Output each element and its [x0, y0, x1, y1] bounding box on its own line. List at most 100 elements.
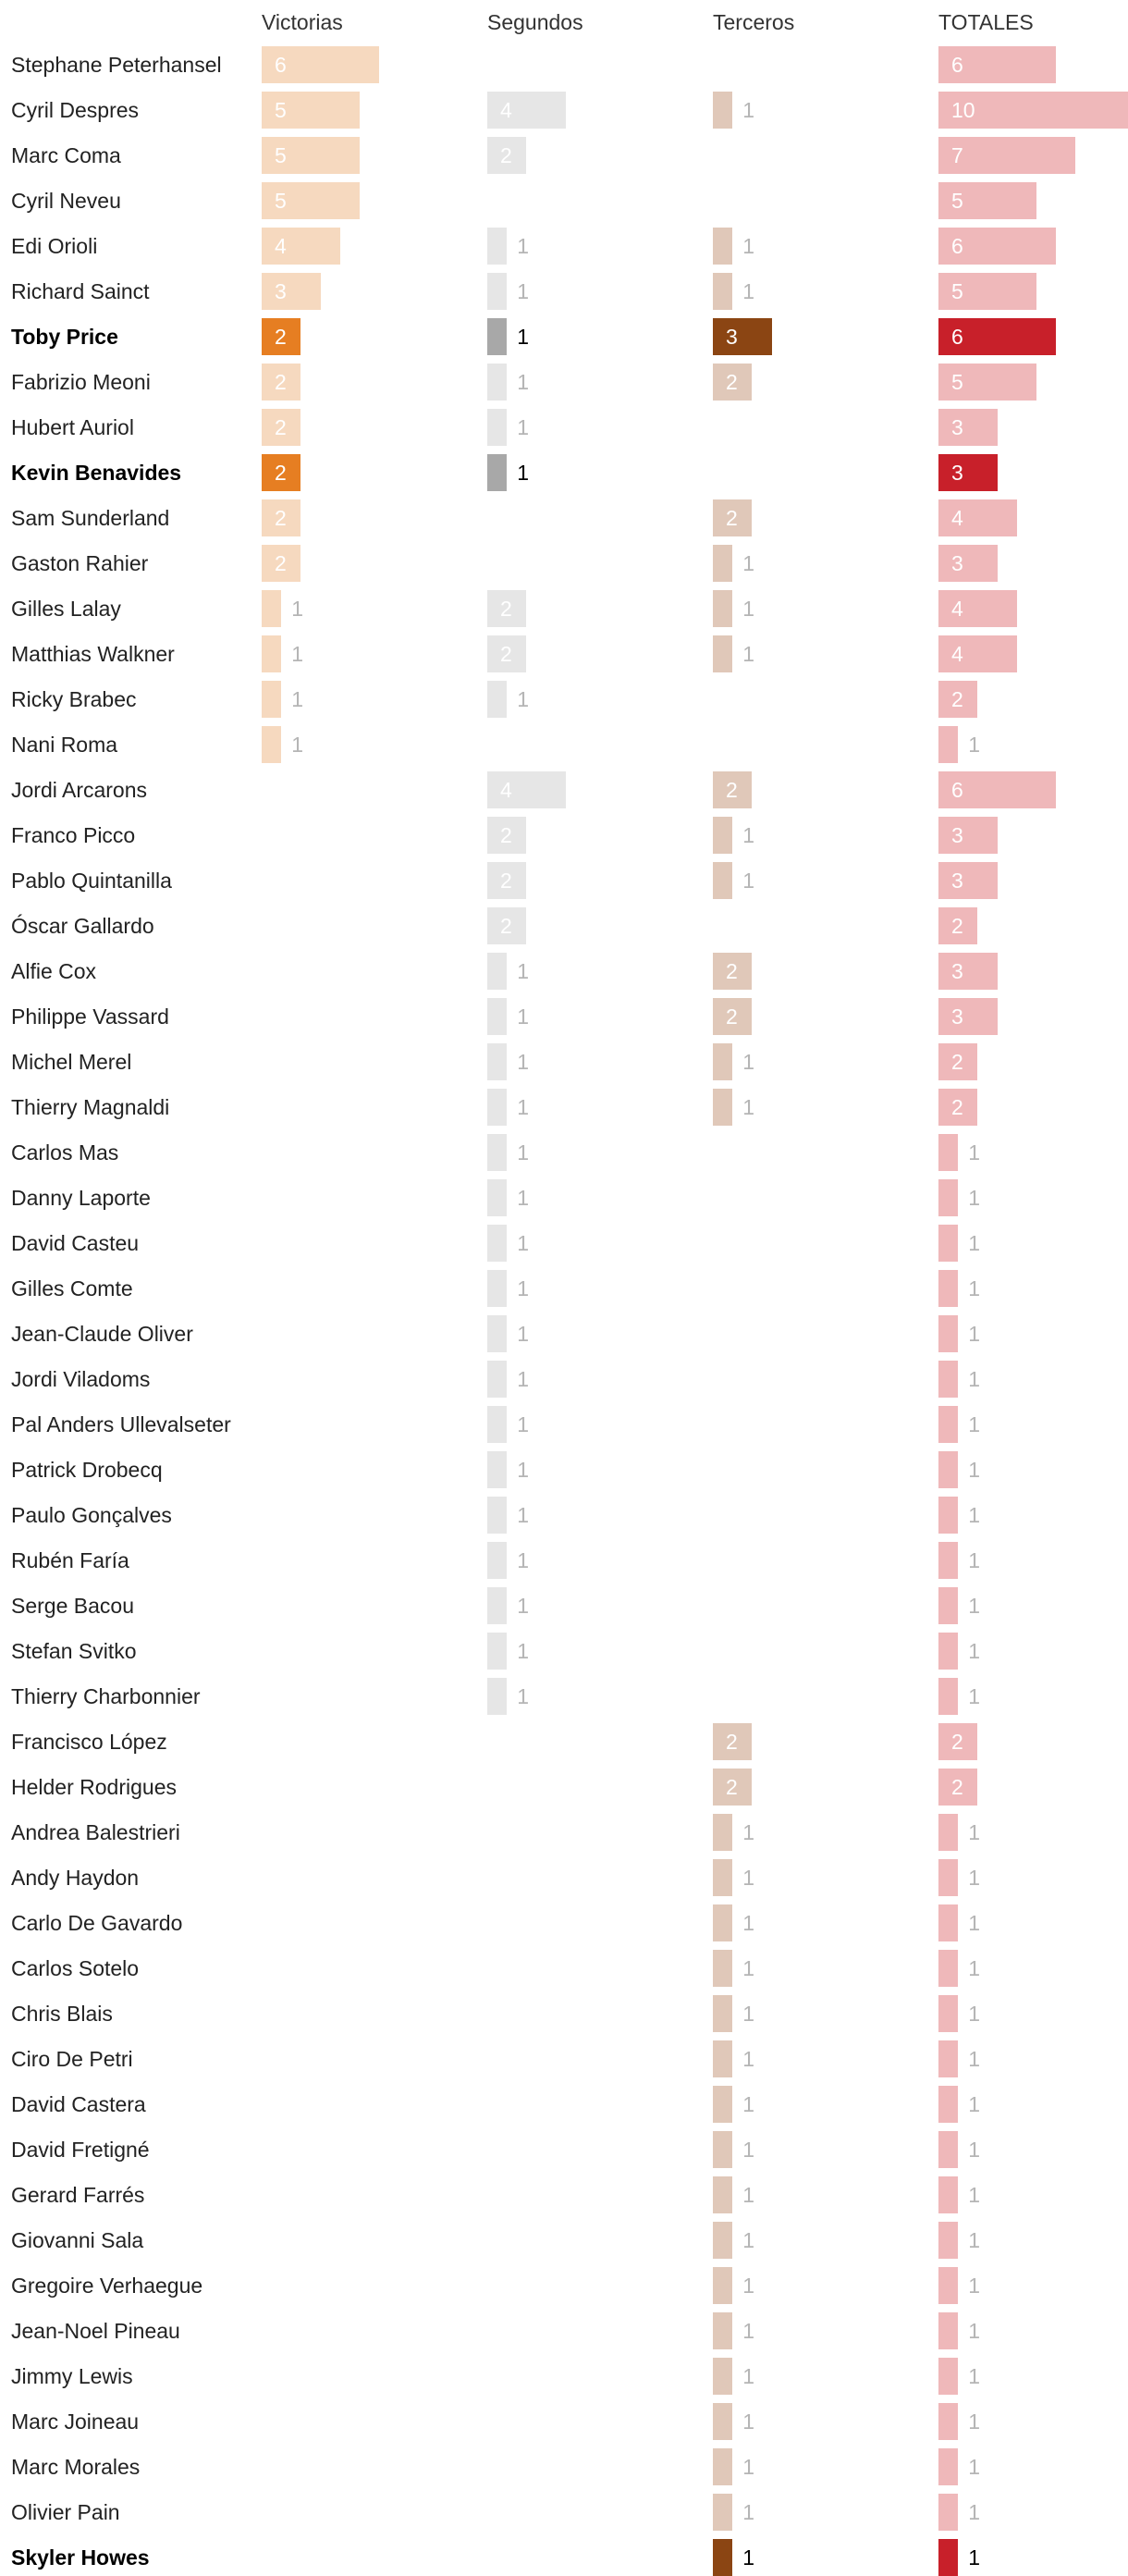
value-label-terceros: 1 — [742, 1050, 754, 1074]
value-label-segundos: 2 — [500, 914, 512, 938]
rider-name: Carlo De Gavardo — [11, 1911, 183, 1935]
value-label-totales: 6 — [951, 325, 963, 349]
bar-totales — [938, 1633, 959, 1670]
bar-segundos — [487, 998, 508, 1035]
value-label-totales: 2 — [951, 1050, 963, 1074]
value-label-totales: 1 — [968, 2410, 980, 2434]
bar-terceros — [713, 364, 753, 401]
rider-name: Michel Merel — [11, 1050, 132, 1074]
value-label-victorias: 5 — [275, 143, 287, 167]
rider-name: Sam Sunderland — [11, 506, 170, 530]
value-label-terceros: 1 — [742, 2274, 754, 2298]
bar-terceros — [713, 1904, 733, 1941]
value-label-terceros: 1 — [742, 2319, 754, 2343]
rider-name: Alfie Cox — [11, 959, 97, 983]
bar-segundos — [487, 907, 527, 944]
value-label-terceros: 1 — [742, 1820, 754, 1844]
value-label-victorias: 1 — [291, 733, 303, 757]
value-label-segundos: 4 — [500, 778, 512, 802]
rider-name: Gilles Comte — [11, 1276, 133, 1300]
rider-name: Andy Haydon — [11, 1866, 140, 1890]
bar-terceros — [713, 2312, 733, 2349]
bar-segundos — [487, 92, 566, 129]
rider-name: Chris Blais — [11, 2002, 113, 2026]
bar-totales — [938, 2494, 959, 2531]
value-label-terceros: 1 — [742, 597, 754, 621]
bar-totales — [938, 2448, 959, 2485]
bar-totales — [938, 862, 998, 899]
bar-totales — [938, 1315, 959, 1352]
value-label-victorias: 5 — [275, 98, 287, 122]
bar-victorias — [262, 92, 360, 129]
bar-totales — [938, 681, 978, 718]
bar-totales — [938, 1497, 959, 1534]
bar-segundos — [487, 1406, 508, 1443]
value-label-terceros: 1 — [742, 98, 754, 122]
bar-segundos — [487, 318, 508, 355]
rider-name: David Fretigné — [11, 2138, 150, 2162]
bar-terceros — [713, 590, 733, 627]
bar-totales — [938, 1859, 959, 1896]
value-label-totales: 1 — [968, 1367, 980, 1391]
rider-name: Richard Sainct — [11, 279, 150, 303]
value-label-segundos: 1 — [517, 1231, 529, 1255]
bar-terceros — [713, 635, 733, 672]
rider-name: Jordi Viladoms — [11, 1367, 151, 1391]
value-label-segundos: 1 — [517, 1186, 529, 1210]
bar-totales — [938, 1542, 959, 1579]
bar-totales — [938, 998, 998, 1035]
bar-victorias — [262, 273, 321, 310]
bar-segundos — [487, 454, 508, 491]
bar-victorias — [262, 228, 340, 265]
bar-totales — [938, 1134, 959, 1171]
value-label-totales: 1 — [968, 2319, 980, 2343]
bar-victorias — [262, 681, 282, 718]
value-label-terceros: 1 — [742, 2545, 754, 2570]
value-label-totales: 2 — [951, 914, 963, 938]
rider-name: Matthias Walkner — [11, 642, 175, 666]
rider-name: Jean-Noel Pineau — [11, 2319, 180, 2343]
rider-name: Danny Laporte — [11, 1186, 151, 1210]
rider-name: Jean-Claude Oliver — [11, 1322, 193, 1346]
column-header-segundos: Segundos — [487, 10, 583, 34]
bar-totales — [938, 1089, 978, 1126]
value-label-terceros: 1 — [742, 1956, 754, 1980]
rider-name: David Castera — [11, 2092, 146, 2116]
bar-totales — [938, 137, 1076, 174]
bar-totales — [938, 228, 1057, 265]
bar-totales — [938, 1451, 959, 1488]
value-label-totales: 1 — [968, 2364, 980, 2388]
value-label-victorias: 1 — [291, 597, 303, 621]
bar-totales — [938, 1587, 959, 1624]
bar-terceros — [713, 1723, 753, 1760]
value-label-segundos: 1 — [517, 1503, 529, 1527]
bar-segundos — [487, 1089, 508, 1126]
bar-totales — [938, 907, 978, 944]
value-label-totales: 1 — [968, 2228, 980, 2252]
bar-terceros — [713, 1043, 733, 1080]
bar-totales — [938, 1904, 959, 1941]
bar-terceros — [713, 2040, 733, 2077]
rider-name: Stefan Svitko — [11, 1639, 137, 1663]
bar-segundos — [487, 1451, 508, 1488]
value-label-totales: 1 — [968, 1186, 980, 1210]
value-label-totales: 3 — [951, 1005, 963, 1029]
bar-totales — [938, 590, 1017, 627]
value-label-totales: 1 — [968, 2092, 980, 2116]
bar-terceros — [713, 2086, 733, 2123]
bar-totales — [938, 409, 998, 446]
bar-totales — [938, 1406, 959, 1443]
rider-name: Rubén Faría — [11, 1548, 129, 1572]
value-label-totales: 1 — [968, 1140, 980, 1165]
rider-name: Óscar Gallardo — [11, 914, 154, 938]
value-label-totales: 1 — [968, 2183, 980, 2207]
bar-segundos — [487, 273, 508, 310]
bar-terceros — [713, 2131, 733, 2168]
bar-victorias — [262, 635, 282, 672]
value-label-totales: 4 — [951, 506, 963, 530]
bar-segundos — [487, 1587, 508, 1624]
value-label-totales: 4 — [951, 597, 963, 621]
value-label-segundos: 1 — [517, 325, 529, 349]
bar-terceros — [713, 2539, 733, 2576]
value-label-segundos: 1 — [517, 1367, 529, 1391]
